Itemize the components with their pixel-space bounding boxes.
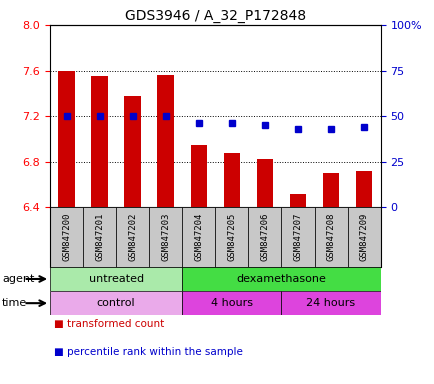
Text: GSM847203: GSM847203 [161, 213, 170, 261]
Text: ■ transformed count: ■ transformed count [54, 319, 164, 329]
Bar [50, 291, 182, 315]
Bar [83, 207, 116, 267]
Text: control: control [97, 298, 135, 308]
Bar [91, 76, 108, 207]
Bar [124, 96, 141, 207]
Title: GDS3946 / A_32_P172848: GDS3946 / A_32_P172848 [125, 8, 305, 23]
Bar [281, 207, 314, 267]
Text: GSM847204: GSM847204 [194, 213, 203, 261]
Text: ■ percentile rank within the sample: ■ percentile rank within the sample [54, 347, 243, 357]
Bar [289, 194, 306, 207]
Bar [50, 207, 83, 267]
Bar [58, 71, 75, 207]
Text: GSM847208: GSM847208 [326, 213, 335, 261]
Text: 24 hours: 24 hours [306, 298, 355, 308]
Bar [256, 159, 273, 207]
Text: untreated: untreated [89, 274, 143, 284]
Bar [50, 267, 182, 291]
Bar [314, 207, 347, 267]
Text: agent: agent [2, 274, 34, 284]
Bar [116, 207, 149, 267]
Text: GSM847209: GSM847209 [359, 213, 368, 261]
Bar [190, 145, 207, 207]
Text: GSM847206: GSM847206 [260, 213, 269, 261]
Text: GSM847202: GSM847202 [128, 213, 137, 261]
Bar [182, 291, 281, 315]
Text: 4 hours: 4 hours [210, 298, 252, 308]
Text: GSM847200: GSM847200 [62, 213, 71, 261]
Bar [157, 75, 174, 207]
Bar [281, 291, 380, 315]
Text: dexamethasone: dexamethasone [236, 274, 326, 284]
Bar [215, 207, 248, 267]
Text: GSM847201: GSM847201 [95, 213, 104, 261]
Bar [355, 171, 372, 207]
Bar [248, 207, 281, 267]
Text: GSM847205: GSM847205 [227, 213, 236, 261]
Text: GSM847207: GSM847207 [293, 213, 302, 261]
Bar [182, 207, 215, 267]
Bar [149, 207, 182, 267]
Bar [182, 267, 380, 291]
Text: time: time [2, 298, 27, 308]
Bar [347, 207, 380, 267]
Bar [223, 152, 240, 207]
Bar [322, 173, 339, 207]
